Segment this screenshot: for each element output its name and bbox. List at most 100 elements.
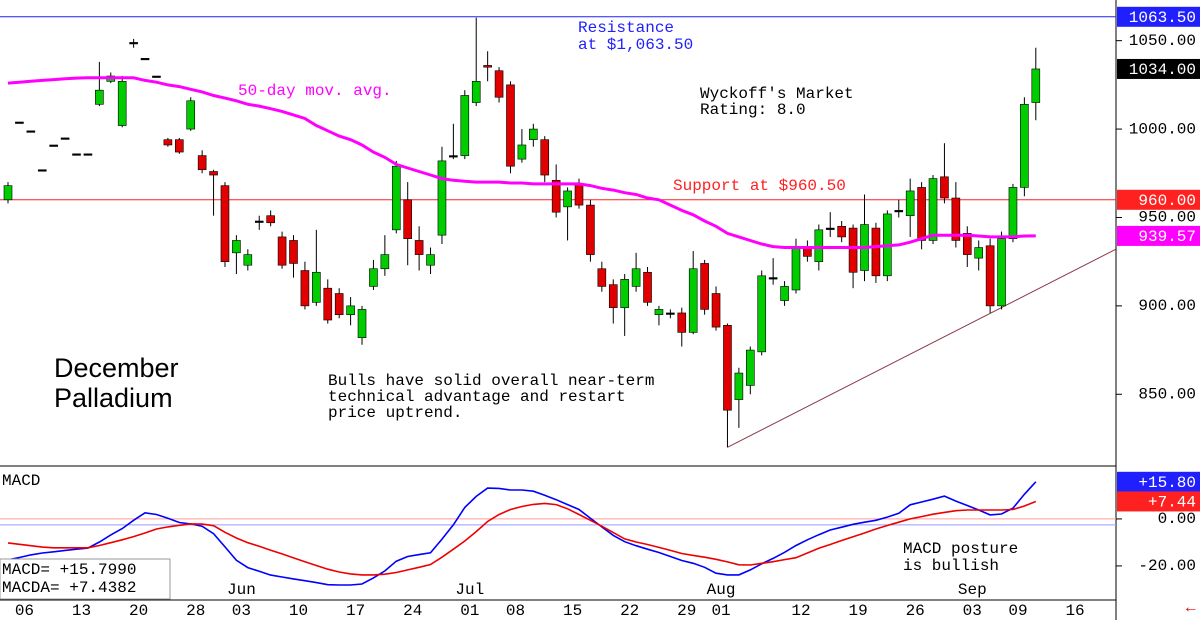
candle-body bbox=[483, 65, 492, 68]
candle-body bbox=[586, 204, 595, 255]
value-box bbox=[1117, 58, 1200, 79]
candle-body bbox=[72, 153, 81, 156]
candle-body bbox=[620, 279, 629, 308]
candle-body bbox=[243, 254, 253, 266]
macd-line bbox=[7, 481, 1037, 586]
candle-body bbox=[631, 268, 641, 287]
candle-body bbox=[460, 95, 470, 156]
candle-body bbox=[95, 89, 104, 105]
x-tick-label: 01 bbox=[460, 602, 479, 620]
candle-body bbox=[791, 247, 801, 291]
candle-body bbox=[266, 215, 275, 224]
candle-body bbox=[3, 185, 13, 201]
x-tick-label: 29 bbox=[677, 602, 696, 620]
candle-body bbox=[380, 254, 390, 270]
candle-body bbox=[1008, 187, 1018, 239]
x-tick-label: 01 bbox=[711, 602, 730, 620]
value-box bbox=[1117, 6, 1200, 27]
month-label: Aug bbox=[707, 581, 736, 599]
candle-body bbox=[517, 144, 527, 160]
candle-body bbox=[49, 144, 58, 147]
annotation-text: Wyckoff's Market bbox=[700, 85, 854, 103]
candle-body bbox=[757, 275, 767, 353]
candle-body bbox=[15, 121, 24, 124]
candle-body bbox=[711, 293, 721, 328]
candle-body bbox=[529, 128, 538, 140]
x-tick-label: 22 bbox=[620, 602, 639, 620]
candle-body bbox=[426, 254, 435, 266]
y-tick-label: 850.00 bbox=[1138, 385, 1196, 403]
candle-body bbox=[471, 81, 481, 103]
candle-body bbox=[997, 238, 1006, 307]
candle-body bbox=[700, 263, 709, 310]
candle-body bbox=[403, 199, 413, 239]
candle-body bbox=[666, 312, 675, 315]
x-tick-label: 28 bbox=[186, 602, 205, 620]
month-label: Jun bbox=[227, 581, 256, 599]
y-tick-label: 0.00 bbox=[1158, 510, 1196, 528]
candle-body bbox=[506, 84, 515, 167]
candle-body bbox=[186, 100, 196, 130]
candle-body bbox=[414, 240, 424, 255]
scroll-arrow[interactable]: ← bbox=[1186, 599, 1196, 617]
value-box-label: +15.80 bbox=[1138, 474, 1196, 492]
candle-body bbox=[312, 271, 321, 303]
value-box-label: 1034.00 bbox=[1129, 61, 1196, 79]
candle-body bbox=[175, 139, 184, 153]
candle-body bbox=[734, 372, 744, 400]
candle-body bbox=[563, 190, 572, 208]
y-tick-label: -20.00 bbox=[1138, 557, 1196, 575]
candle-body bbox=[1031, 68, 1041, 103]
annotation-text: Palladium bbox=[54, 383, 173, 413]
candle-body bbox=[985, 245, 995, 307]
candle-body bbox=[209, 171, 218, 176]
candle-body bbox=[449, 155, 458, 158]
x-tick-label: 13 bbox=[72, 602, 91, 620]
y-tick-label: 1000.00 bbox=[1129, 120, 1196, 138]
x-tick-label: 19 bbox=[848, 602, 867, 620]
candle-body bbox=[643, 271, 652, 303]
candle-body bbox=[894, 210, 904, 213]
candle-body bbox=[289, 240, 298, 264]
pane-label: MACD bbox=[2, 472, 40, 490]
candle-body bbox=[551, 180, 561, 213]
value-box-label: 1063.50 bbox=[1129, 9, 1196, 27]
candle-body bbox=[768, 277, 778, 280]
x-tick-label: 15 bbox=[563, 602, 582, 620]
candle-body bbox=[197, 155, 207, 171]
candle-body bbox=[494, 70, 504, 98]
month-label: Jul bbox=[455, 581, 484, 599]
value-box-label: +7.44 bbox=[1148, 494, 1196, 512]
candle-body bbox=[871, 227, 881, 277]
candle-body bbox=[928, 178, 938, 241]
candle-body bbox=[814, 229, 824, 262]
annotation-text: price uptrend. bbox=[328, 404, 462, 422]
candle-body bbox=[780, 286, 789, 301]
x-tick-label: 16 bbox=[1065, 602, 1084, 620]
candle-body bbox=[608, 284, 618, 308]
candle-body bbox=[346, 305, 355, 316]
annotation-text: at $1,063.50 bbox=[578, 36, 693, 54]
candle-body bbox=[974, 247, 984, 259]
candle-body bbox=[962, 233, 972, 255]
candle-body bbox=[83, 153, 93, 156]
candle-body bbox=[152, 75, 161, 78]
annotation-text: Support at $960.50 bbox=[673, 177, 846, 195]
annotation-text: is bullish bbox=[903, 557, 999, 575]
moving-average bbox=[7, 76, 1036, 249]
candle-body bbox=[540, 139, 550, 176]
candle-body bbox=[323, 287, 333, 321]
annotation-text: MACD= +15.7990 bbox=[2, 561, 136, 579]
candle-body bbox=[825, 227, 835, 230]
candle-body bbox=[163, 139, 173, 146]
candle-body bbox=[26, 130, 36, 133]
legend-box bbox=[0, 558, 171, 600]
candle-body bbox=[745, 349, 755, 386]
candle-body bbox=[277, 236, 287, 266]
value-box bbox=[1117, 225, 1200, 246]
candle-body bbox=[940, 176, 949, 199]
x-tick-label: 09 bbox=[1008, 602, 1027, 620]
x-tick-label: 20 bbox=[129, 602, 148, 620]
